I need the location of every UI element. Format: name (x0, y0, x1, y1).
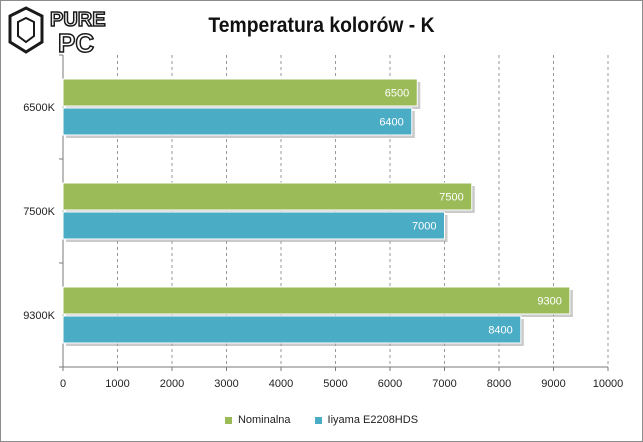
x-tick-label: 7000 (432, 378, 456, 390)
svg-text:PC: PC (58, 28, 94, 58)
bar-9300K-series-2 (62, 315, 522, 344)
x-tick-label: 1000 (105, 378, 129, 390)
legend-item-series-1: Nominalna (224, 414, 291, 426)
y-tick-label: 9300K (23, 310, 55, 322)
chart-title: Temperatura kolorów - K (208, 14, 435, 37)
y-tick-label: 7500K (23, 206, 55, 218)
legend-label-series-1: Nominalna (237, 414, 291, 426)
data-label: 7000 (412, 221, 436, 233)
bar-9300K-series-1 (62, 286, 571, 315)
x-tick-label: 3000 (214, 378, 238, 390)
y-tick-label: 6500K (23, 102, 55, 114)
purepc-logo: PURE PC (8, 6, 106, 58)
bar-7500K-series-2 (62, 211, 445, 240)
legend-swatch-series-2 (314, 416, 322, 424)
bar-6500K-series-1 (62, 78, 418, 107)
legend-label-series-2: Iiyama E2208HDS (327, 414, 419, 426)
x-tick-label: 4000 (269, 378, 293, 390)
x-tick-label: 6000 (378, 378, 402, 390)
x-tick-label: 5000 (323, 378, 347, 390)
legend-swatch-series-1 (224, 416, 232, 424)
legend-item-series-2: Iiyama E2208HDS (314, 414, 419, 426)
x-tick-label: 2000 (160, 378, 184, 390)
svg-text:PURE: PURE (50, 9, 106, 31)
bar-7500K-series-1 (62, 182, 473, 211)
legend: Nominalna Iiyama E2208HDS (0, 414, 643, 426)
data-label: 6400 (379, 117, 403, 129)
data-label: 6500 (385, 88, 409, 100)
data-label: 7500 (439, 192, 463, 204)
data-label: 8400 (488, 325, 512, 337)
x-tick-label: 8000 (487, 378, 511, 390)
bar-6500K-series-2 (62, 107, 413, 136)
x-tick-label: 9000 (541, 378, 565, 390)
x-tick-label: 10000 (593, 378, 624, 390)
data-label: 9300 (537, 296, 561, 308)
x-tick-label: 0 (60, 378, 66, 390)
